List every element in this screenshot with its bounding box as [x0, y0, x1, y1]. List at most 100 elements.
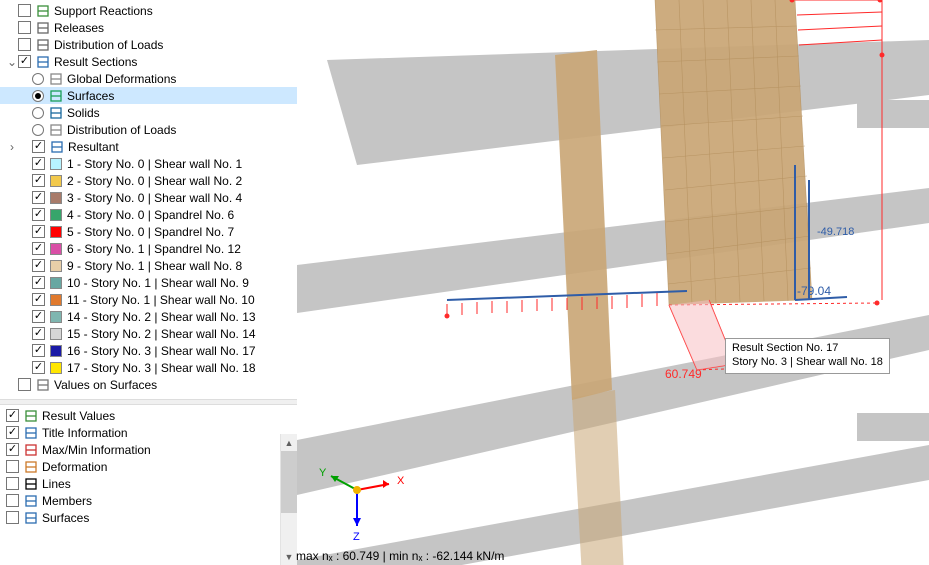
tree-checkbox[interactable] [6, 494, 19, 507]
tree-top-row-15[interactable]: 9 - Story No. 1 | Shear wall No. 8 [0, 257, 297, 274]
tree-top-row-16[interactable]: 10 - Story No. 1 | Shear wall No. 9 [0, 274, 297, 291]
lines-icon [24, 477, 38, 491]
tree-checkbox[interactable] [32, 344, 45, 357]
axis-z-label: Z [353, 531, 360, 543]
tree-checkbox[interactable] [32, 208, 45, 221]
tree-checkbox[interactable] [6, 460, 19, 473]
tree-item-label: Max/Min Information [42, 443, 297, 457]
axis-x-label: X [397, 475, 405, 487]
tree-checkbox[interactable] [6, 426, 19, 439]
tree-top-row-18[interactable]: 14 - Story No. 2 | Shear wall No. 13 [0, 308, 297, 325]
tree-top-row-8[interactable]: › Resultant [0, 138, 297, 155]
tree-top-row-3[interactable]: ⌄Result Sections [0, 53, 297, 70]
tree-checkbox[interactable] [32, 293, 45, 306]
tree-top-row-11[interactable]: 3 - Story No. 0 | Shear wall No. 4 [0, 189, 297, 206]
tree-item-label: Deformation [42, 460, 297, 474]
tree-top-row-17[interactable]: 11 - Story No. 1 | Shear wall No. 10 [0, 291, 297, 308]
tree-bottom-row-4[interactable]: Lines [0, 475, 297, 492]
tree-checkbox[interactable] [32, 225, 45, 238]
color-swatch-icon [50, 175, 62, 187]
tree-checkbox[interactable] [6, 511, 19, 524]
tree-item-label: 15 - Story No. 2 | Shear wall No. 14 [67, 327, 297, 341]
tree-top-row-7[interactable]: Distribution of Loads [0, 121, 297, 138]
tree-checkbox[interactable] [32, 140, 45, 153]
tree-item-label: 17 - Story No. 3 | Shear wall No. 18 [67, 361, 297, 375]
tree-checkbox[interactable] [32, 310, 45, 323]
surfaces-node-icon [24, 511, 38, 525]
color-swatch-icon [50, 362, 62, 374]
tree-item-label: Releases [54, 21, 297, 35]
tree-bottom-row-5[interactable]: Members [0, 492, 297, 509]
global-deformations-icon [49, 72, 63, 86]
tree-bottom-row-0[interactable]: Result Values [0, 407, 297, 424]
tree-bottom-row-6[interactable]: Surfaces [0, 509, 297, 526]
tree-top-row-12[interactable]: 4 - Story No. 0 | Spandrel No. 6 [0, 206, 297, 223]
tree-top-row-1[interactable]: Releases [0, 19, 297, 36]
tree-bottom-row-2[interactable]: Max/Min Information [0, 441, 297, 458]
tree-top-row-5[interactable]: Surfaces [0, 87, 297, 104]
tree-item-label: Values on Surfaces [54, 378, 297, 392]
tree-checkbox[interactable] [32, 174, 45, 187]
tree-item-label: Resultant [68, 140, 297, 154]
tree-top-row-21[interactable]: 17 - Story No. 3 | Shear wall No. 18 [0, 359, 297, 376]
tree-checkbox[interactable] [6, 409, 19, 422]
tree-item-label: 2 - Story No. 0 | Shear wall No. 2 [67, 174, 297, 188]
tree-item-label: Members [42, 494, 297, 508]
tree-checkbox[interactable] [18, 38, 31, 51]
tree-bottom-row-1[interactable]: Title Information [0, 424, 297, 441]
tree-top-row-22[interactable]: Values on Surfaces [0, 376, 297, 393]
value-label-3: 60.749 [665, 367, 702, 381]
tree-top-row-4[interactable]: Global Deformations [0, 70, 297, 87]
tree-item-label: 4 - Story No. 0 | Spandrel No. 6 [67, 208, 297, 222]
tree-checkbox[interactable] [32, 259, 45, 272]
solids-icon [49, 106, 63, 120]
expand-chevron-icon[interactable]: › [6, 140, 18, 154]
tree-checkbox[interactable] [18, 378, 31, 391]
tree-top-row-14[interactable]: 6 - Story No. 1 | Spandrel No. 12 [0, 240, 297, 257]
surfaces-icon [49, 89, 63, 103]
color-swatch-icon [50, 311, 62, 323]
tree-top-row-0[interactable]: Support Reactions [0, 2, 297, 19]
scroll-thumb[interactable] [281, 451, 297, 513]
tree-checkbox[interactable] [32, 157, 45, 170]
result-values-icon [24, 409, 38, 423]
title-info-icon [24, 426, 38, 440]
tooltip-line-1: Result Section No. 17 [732, 342, 883, 356]
tree-checkbox[interactable] [18, 4, 31, 17]
tree-top-row-9[interactable]: 1 - Story No. 0 | Shear wall No. 1 [0, 155, 297, 172]
tree-item-label: Support Reactions [54, 4, 297, 18]
tree-item-label: Surfaces [42, 511, 297, 525]
tree-top-row-13[interactable]: 5 - Story No. 0 | Spandrel No. 7 [0, 223, 297, 240]
tree-checkbox[interactable] [18, 55, 31, 68]
tree-checkbox[interactable] [32, 327, 45, 340]
tree-checkbox[interactable] [32, 361, 45, 374]
tree-top-row-10[interactable]: 2 - Story No. 0 | Shear wall No. 2 [0, 172, 297, 189]
status-text: max nₓ : 60.749 | min nₓ : -62.144 kN/m [296, 549, 504, 563]
tree-bottom-row-3[interactable]: Deformation [0, 458, 297, 475]
tree-checkbox[interactable] [32, 242, 45, 255]
expand-chevron-icon[interactable]: ⌄ [6, 55, 18, 69]
axis-y-label: Y [319, 467, 327, 479]
tree-checkbox[interactable] [32, 191, 45, 204]
tree-top-row-19[interactable]: 15 - Story No. 2 | Shear wall No. 14 [0, 325, 297, 342]
scroll-down-icon[interactable]: ▼ [281, 548, 297, 565]
tree-radio[interactable] [32, 124, 44, 136]
tree-radio[interactable] [32, 107, 44, 119]
tree-item-label: 9 - Story No. 1 | Shear wall No. 8 [67, 259, 297, 273]
tree-checkbox[interactable] [6, 443, 19, 456]
color-swatch-icon [50, 209, 62, 221]
tree-top-row-2[interactable]: Distribution of Loads [0, 36, 297, 53]
color-swatch-icon [50, 328, 62, 340]
tree-top-row-6[interactable]: Solids [0, 104, 297, 121]
results-bottom-scrollbar[interactable]: ▲ ▼ [280, 434, 297, 565]
tree-item-label: Solids [67, 106, 297, 120]
tree-item-label: 14 - Story No. 2 | Shear wall No. 13 [67, 310, 297, 324]
tree-radio[interactable] [32, 73, 44, 85]
scroll-up-icon[interactable]: ▲ [281, 434, 297, 451]
model-viewport[interactable]: -49.718 -79.04 60.749 X Y Z Result Secti… [297, 0, 929, 565]
tree-radio[interactable] [32, 90, 44, 102]
tree-checkbox[interactable] [18, 21, 31, 34]
tree-top-row-20[interactable]: 16 - Story No. 3 | Shear wall No. 17 [0, 342, 297, 359]
tree-checkbox[interactable] [32, 276, 45, 289]
tree-checkbox[interactable] [6, 477, 19, 490]
